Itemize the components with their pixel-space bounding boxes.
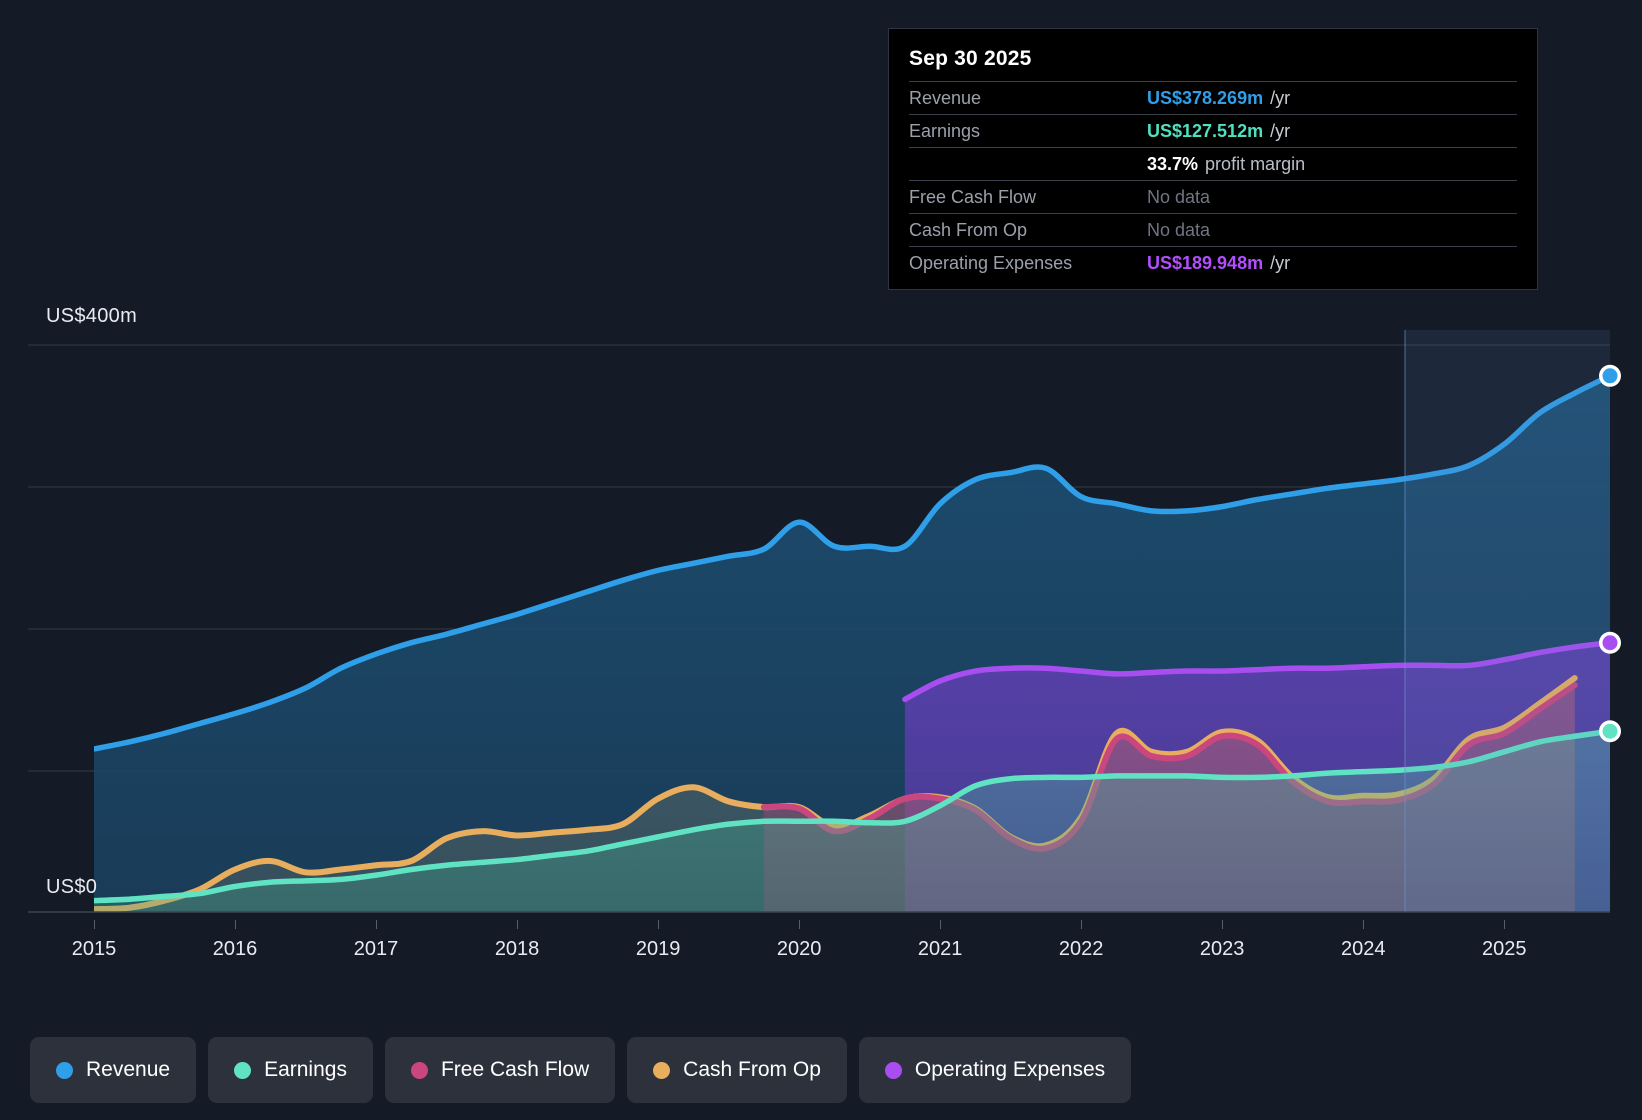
series-layer: [94, 373, 1610, 912]
tooltip-row: Earnings US$127.512m/yr: [909, 114, 1517, 147]
x-axis-tick-mark: [1504, 920, 1506, 929]
x-axis-tick-mark: [376, 920, 378, 929]
x-axis-tick-mark: [940, 920, 942, 929]
tooltip-row-label: Earnings: [909, 120, 981, 141]
legend-item-operating-expenses[interactable]: Operating Expenses: [858, 1037, 1132, 1103]
tooltip-row-suffix: /yr: [1270, 120, 1291, 141]
endpoint-marker-earnings: [1599, 720, 1621, 743]
x-axis-tick-mark: [1363, 920, 1365, 929]
tooltip-row-value-group: US$189.948m/yr: [1147, 253, 1290, 274]
x-axis-tick-2017: 2017: [353, 938, 399, 960]
legend-color-dot-icon: [56, 1061, 73, 1079]
tooltip-row: Free Cash Flow No data: [909, 180, 1517, 213]
area-earnings: [94, 731, 1610, 912]
x-axis-tick-2018: 2018: [494, 938, 540, 960]
tooltip-row-suffix: /yr: [1270, 87, 1291, 108]
data-tooltip: Sep 30 2025 Revenue US$378.269m/yr Earning…: [888, 28, 1538, 290]
x-axis-tick-2023: 2023: [1199, 938, 1245, 960]
x-axis-tick-mark: [658, 920, 660, 929]
legend-item-earnings[interactable]: Earnings: [208, 1037, 373, 1103]
x-axis-tick-mark: [1081, 920, 1083, 929]
legend-item-label: Cash From Op: [683, 1058, 821, 1081]
x-axis-tick-mark: [799, 920, 801, 929]
x-axis-tick-2016: 2016: [212, 938, 258, 960]
x-axis-tick-2025: 2025: [1481, 938, 1527, 960]
tooltip-row: Cash From Op No data: [909, 213, 1517, 246]
x-axis-tick-2021: 2021: [917, 938, 963, 960]
tooltip-row-label: Cash From Op: [909, 219, 1028, 240]
legend-item-label: Earnings: [264, 1058, 347, 1081]
y-axis-top-label: US$400m: [46, 305, 138, 327]
tooltip-row-suffix: profit margin: [1205, 153, 1306, 174]
tooltip-row-value: US$189.948m: [1147, 252, 1264, 273]
line-earnings: [94, 728, 1610, 904]
tooltip-row-value-group: No data: [1147, 220, 1210, 241]
legend-item-free-cash-flow[interactable]: Free Cash Flow: [384, 1037, 616, 1103]
legend-color-dot-icon: [653, 1061, 671, 1079]
endpoint-markers: [1599, 364, 1621, 743]
x-axis-tick-2019: 2019: [635, 938, 681, 960]
x-axis-tick-mark: [235, 920, 237, 929]
tooltip-date: Sep 30 2025: [909, 47, 1032, 70]
endpoint-marker-operating-expenses: [1599, 631, 1621, 654]
x-axis-tick-2022: 2022: [1058, 938, 1104, 960]
tooltip-row-value-group: US$378.269m/yr: [1147, 88, 1290, 109]
tooltip-row-value: US$127.512m: [1147, 120, 1264, 141]
x-axis-tick-mark: [517, 920, 519, 929]
legend-item-label: Operating Expenses: [914, 1058, 1106, 1081]
x-axis-tick-mark: [94, 920, 95, 929]
tooltip-row-value-group: 33.7% profit margin: [1147, 154, 1305, 175]
tooltip-row-value: No data: [1147, 186, 1211, 207]
tooltip-row-label: Operating Expenses: [909, 252, 1073, 273]
tooltip-row-value-group: No data: [1147, 187, 1210, 208]
forecast-band: [1405, 330, 1610, 912]
tooltip-rows: Revenue US$378.269m/yr Earnings US$127.512m…: [909, 81, 1517, 279]
x-axis: 2015 2016 2017 2018 2019 2020 2021 2022 2023 2024…: [0, 920, 1642, 976]
tooltip-row-value: No data: [1147, 219, 1211, 240]
line-operating-expenses: [902, 640, 1610, 703]
legend-item-revenue[interactable]: Revenue: [30, 1037, 197, 1103]
tooltip-row-value: US$378.269m: [1147, 87, 1264, 108]
legend-item-cash-from-op[interactable]: Cash From Op: [627, 1037, 847, 1103]
tooltip-row: 33.7% profit margin: [909, 147, 1517, 180]
legend-color-dot-icon: [884, 1061, 902, 1079]
tooltip-row: Operating Expenses US$189.948m/yr: [909, 246, 1517, 279]
x-axis-tick-2015: 2015: [71, 938, 117, 960]
y-axis-zero-label: US$0: [46, 876, 98, 898]
tooltip-row-label: Revenue: [909, 87, 982, 108]
endpoint-marker-revenue: [1599, 364, 1621, 387]
x-axis-tick-mark: [1222, 920, 1224, 929]
tooltip-row-value-group: US$127.512m/yr: [1147, 121, 1290, 142]
tooltip-row: Revenue US$378.269m/yr: [909, 81, 1517, 114]
tooltip-row-value: 33.7%: [1147, 153, 1199, 174]
tooltip-row-label: Free Cash Flow: [909, 186, 1037, 207]
legend-item-label: Free Cash Flow: [440, 1058, 590, 1081]
line-revenue: [94, 373, 1610, 752]
chart-legend: Revenue Earnings Free Cash Flow Cash From O…: [30, 1037, 1132, 1103]
x-axis-tick-2024: 2024: [1340, 938, 1386, 960]
legend-item-label: Revenue: [86, 1058, 171, 1081]
x-axis-tick-2020: 2020: [776, 938, 822, 960]
legend-color-dot-icon: [234, 1061, 252, 1079]
legend-color-dot-icon: [410, 1061, 428, 1079]
tooltip-row-suffix: /yr: [1270, 252, 1291, 273]
